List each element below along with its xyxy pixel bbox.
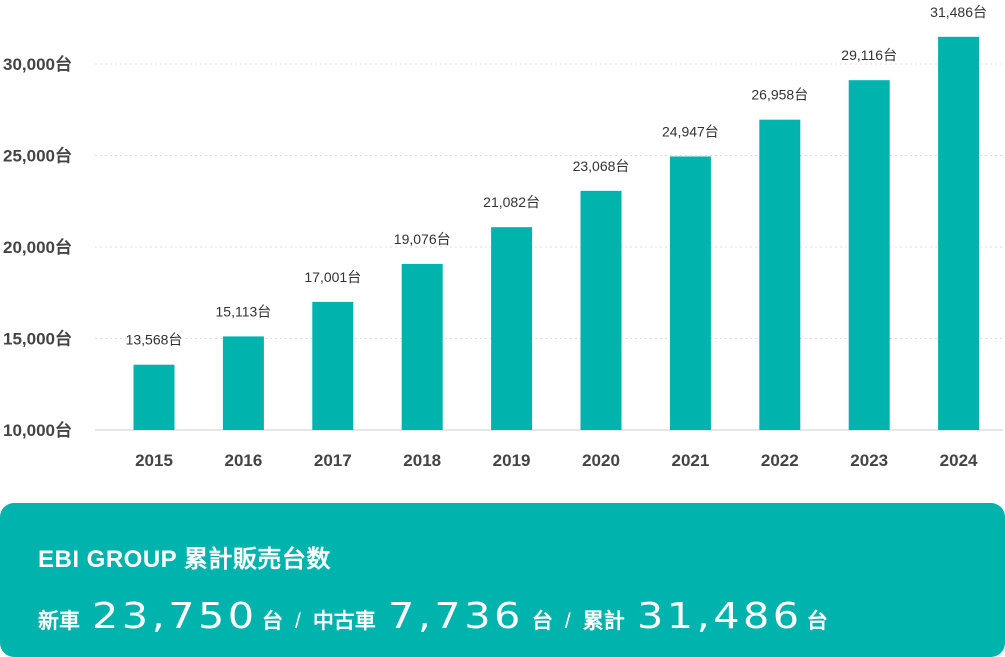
x-tick-label: 2018 xyxy=(403,451,441,470)
bars xyxy=(133,36,980,431)
summary-title: EBI GROUP 累計販売台数 xyxy=(38,546,331,573)
bar xyxy=(133,364,175,430)
y-tick-label: 10,000台 xyxy=(3,420,72,440)
x-tick-label: 2024 xyxy=(940,451,978,470)
x-tick-label: 2022 xyxy=(761,451,799,470)
bar xyxy=(938,36,980,430)
bar-value-label: 29,116台 xyxy=(841,47,897,63)
bar-value-label: 21,082台 xyxy=(483,194,540,210)
bar-chart: 10,000台 15,000台 20,000台 25,000台 30,000台 13,5… xyxy=(3,4,1003,470)
x-tick-label: 2015 xyxy=(135,451,173,470)
summary-panel: EBI GROUP 累計販売台数 新車 23,750 台 / 中古車 7,736… xyxy=(0,503,1005,657)
bar-value-label: 17,001台 xyxy=(304,269,361,285)
bar xyxy=(669,156,711,430)
new-car-unit: 台 xyxy=(261,610,283,633)
x-tick-label: 2023 xyxy=(850,451,888,470)
x-tick-label: 2017 xyxy=(314,451,352,470)
used-car-value: 7,736 xyxy=(387,596,524,637)
bar-value-label: 15,113台 xyxy=(216,303,272,319)
y-tick-label: 15,000台 xyxy=(3,329,72,349)
bar-value-label: 31,486台 xyxy=(930,4,987,20)
total-unit: 台 xyxy=(806,610,828,633)
bar xyxy=(312,301,354,430)
total-label: 累計 xyxy=(582,610,625,633)
new-car-value: 23,750 xyxy=(92,596,258,637)
bar xyxy=(759,119,801,430)
x-tick-label: 2016 xyxy=(224,451,262,470)
bar xyxy=(491,227,533,430)
bar-value-label: 24,947台 xyxy=(662,123,719,139)
summary-figures: 新車 23,750 台 / 中古車 7,736 台 / 累計 31,486 台 xyxy=(38,596,967,637)
bar xyxy=(848,80,890,431)
bar-value-label: 19,076台 xyxy=(394,231,451,247)
y-tick-label: 25,000台 xyxy=(3,146,72,166)
used-car-unit: 台 xyxy=(531,610,553,633)
used-car-label: 中古車 xyxy=(312,610,376,633)
total-value: 31,486 xyxy=(636,596,803,637)
x-tick-label: 2021 xyxy=(671,451,709,470)
value-labels: 13,568台 15,113台 17,001台 19,076台 21,082台 23,06… xyxy=(126,4,987,348)
bar xyxy=(222,336,264,430)
bar xyxy=(580,190,622,430)
bar-value-label: 23,068台 xyxy=(573,158,630,174)
y-axis-ticks: 10,000台 15,000台 20,000台 25,000台 30,000台 xyxy=(3,54,72,440)
bar-value-label: 13,568台 xyxy=(126,332,183,348)
y-tick-label: 30,000台 xyxy=(3,54,72,74)
new-car-label: 新車 xyxy=(38,610,80,633)
bar-value-label: 26,958台 xyxy=(751,87,808,103)
x-axis-labels: 2015 2016 2017 2018 2019 2020 2021 2022 2023 2024 xyxy=(135,451,978,470)
x-tick-label: 2020 xyxy=(582,451,620,470)
y-tick-label: 20,000台 xyxy=(3,237,72,257)
x-tick-label: 2019 xyxy=(493,451,531,470)
separator: / xyxy=(564,610,571,633)
bar xyxy=(401,263,443,430)
separator: / xyxy=(294,610,301,633)
